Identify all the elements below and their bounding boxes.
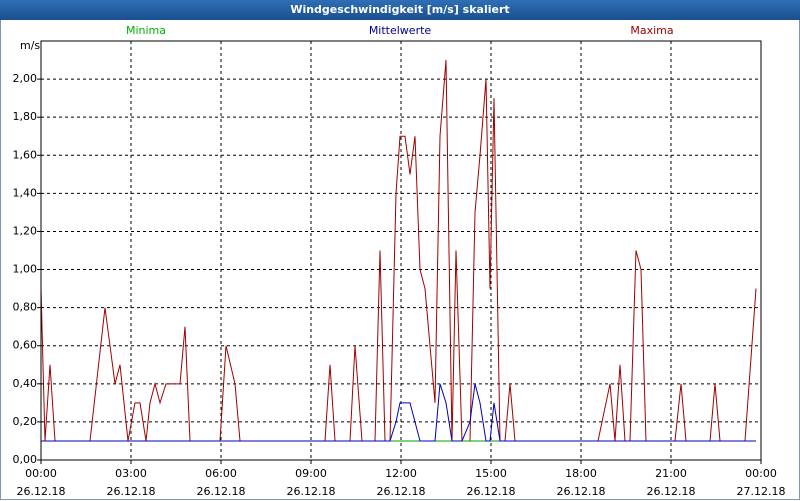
window-title: Windgeschwindigkeit [m/s] skaliert <box>0 0 800 20</box>
y-tick-label: 0,40 <box>13 377 38 390</box>
y-tick-label: 1,40 <box>13 186 38 199</box>
legend-entry: Maxima <box>630 24 673 37</box>
y-tick-label: 2,00 <box>13 72 38 85</box>
legend-entry: Minima <box>126 24 166 37</box>
y-tick-label: 0,80 <box>13 301 38 314</box>
y-tick-label: 1,60 <box>13 148 38 161</box>
y-tick-label: 0,60 <box>13 339 38 352</box>
x-tick-label: 03:00 26.12.18 <box>106 467 156 498</box>
plot-border <box>40 40 762 461</box>
y-tick-label: 0,00 <box>13 453 38 466</box>
x-tick-label: 12:00 26.12.18 <box>376 467 426 498</box>
x-tick-label: 00:00 26.12.18 <box>16 467 66 498</box>
x-tick-label: 00:00 27.12.18 <box>736 467 786 498</box>
y-axis-label: m/s <box>20 39 40 52</box>
y-tick-label: 1,00 <box>13 263 38 276</box>
legend-entry: Mittelwerte <box>369 24 432 37</box>
x-tick-label: 18:00 26.12.18 <box>556 467 606 498</box>
y-tick-label: 0,20 <box>13 415 38 428</box>
x-tick-label: 06:00 26.12.18 <box>196 467 246 498</box>
y-tick-label: 1,20 <box>13 224 38 237</box>
x-tick-label: 09:00 26.12.18 <box>286 467 336 498</box>
x-tick-label: 15:00 26.12.18 <box>466 467 516 498</box>
y-tick-label: 1,80 <box>13 110 38 123</box>
x-tick-label: 21:00 26.12.18 <box>646 467 696 498</box>
series-line <box>41 383 756 442</box>
